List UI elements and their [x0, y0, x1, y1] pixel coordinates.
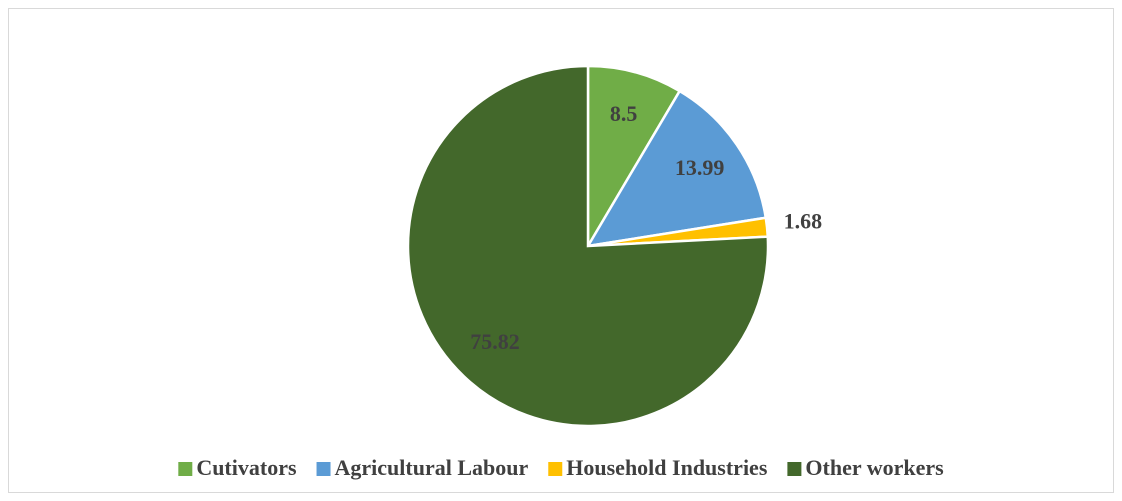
legend-swatch: [316, 462, 331, 476]
legend-label: Other workers: [805, 455, 944, 480]
legend-label: Agricultural Labour: [335, 455, 529, 480]
data-label: 75.82: [470, 329, 520, 354]
pie-slice: [585, 89, 768, 248]
legend-label: Household Industries: [566, 455, 768, 480]
legend-swatch: [178, 462, 193, 476]
legend: Cutivators Agricultural Labour Household I…: [178, 455, 944, 480]
pie-slice: [406, 64, 770, 428]
legend-swatch: [548, 462, 563, 476]
legend-swatch: [787, 462, 802, 476]
legend-label: Cutivators: [196, 455, 297, 480]
data-label: 13.99: [675, 155, 725, 180]
pie-slice: [586, 64, 682, 251]
data-label: 8.5: [610, 101, 638, 126]
data-label: 1.68: [784, 208, 823, 233]
